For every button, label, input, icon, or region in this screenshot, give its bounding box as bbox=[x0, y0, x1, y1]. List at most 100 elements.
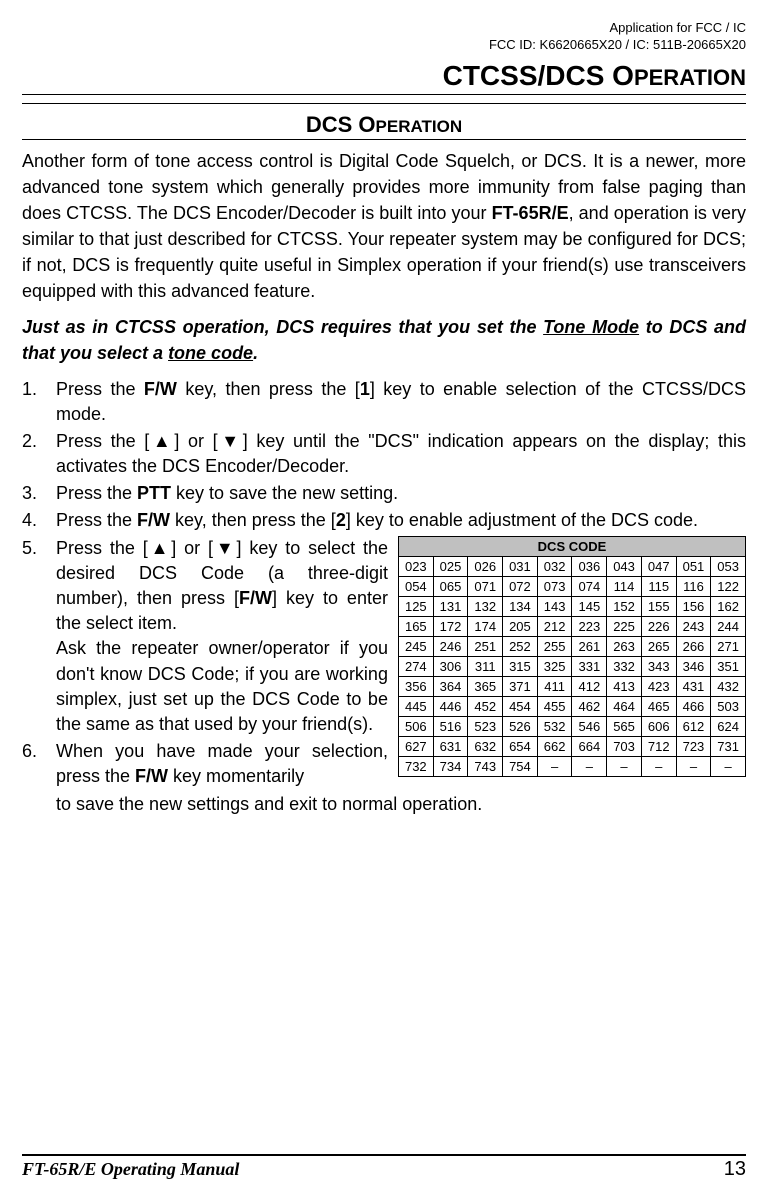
table-cell: 065 bbox=[433, 576, 468, 596]
intro-paragraph: Another form of tone access control is D… bbox=[22, 148, 746, 305]
tone-code-label: tone code bbox=[168, 343, 253, 363]
text: [▼] bbox=[200, 538, 249, 558]
table-cell: 315 bbox=[503, 656, 538, 676]
table-cell: 131 bbox=[433, 596, 468, 616]
table-cell: 343 bbox=[641, 656, 676, 676]
table-row: 245246251252255261263265266271 bbox=[398, 636, 745, 656]
step-number: 5. bbox=[22, 536, 56, 738]
table-cell: 145 bbox=[572, 596, 607, 616]
footer-line: FT-65R/E Operating Manual 13 bbox=[22, 1154, 746, 1181]
table-cell: 174 bbox=[468, 616, 503, 636]
table-cell: 031 bbox=[503, 556, 538, 576]
table-header: DCS CODE bbox=[398, 536, 745, 556]
table-cell: 612 bbox=[676, 716, 711, 736]
table-cell: 306 bbox=[433, 656, 468, 676]
section-title-part2: PERATION bbox=[376, 117, 463, 136]
continuation-text: to save the new settings and exit to nor… bbox=[56, 792, 746, 817]
left-text-block: 5. Press the [▲] or [▼] key to select th… bbox=[22, 536, 388, 792]
main-title: CTCSS/DCS OPERATION bbox=[22, 60, 746, 92]
table-cell: 523 bbox=[468, 716, 503, 736]
table-cell: 532 bbox=[537, 716, 572, 736]
table-cell: 026 bbox=[468, 556, 503, 576]
table-cell: 116 bbox=[676, 576, 711, 596]
step-text: Press the F/W key, then press the [1] ke… bbox=[56, 377, 746, 427]
footer: FT-65R/E Operating Manual 13 bbox=[22, 1154, 746, 1181]
table-cell: 503 bbox=[711, 696, 746, 716]
table-cell: – bbox=[572, 756, 607, 776]
table-cell: 351 bbox=[711, 656, 746, 676]
table-row: 445446452454455462464465466503 bbox=[398, 696, 745, 716]
text: ] key to enable adjustment of the DCS co… bbox=[346, 510, 698, 530]
key-name: PTT bbox=[137, 483, 171, 503]
key-name: F/W bbox=[144, 379, 177, 399]
table-cell: 114 bbox=[607, 576, 642, 596]
table-row: 627631632654662664703712723731 bbox=[398, 736, 745, 756]
text: Press bbox=[56, 538, 110, 558]
text: key to save the new setting. bbox=[171, 483, 398, 503]
table-cell: – bbox=[676, 756, 711, 776]
table-cell: 212 bbox=[537, 616, 572, 636]
table-cell: 365 bbox=[468, 676, 503, 696]
dcs-code-table: DCS CODE 0230250260310320360430470510530… bbox=[398, 536, 746, 777]
table-cell: 246 bbox=[433, 636, 468, 656]
footer-page-number: 13 bbox=[724, 1158, 746, 1181]
table-cell: 156 bbox=[676, 596, 711, 616]
table-cell: 225 bbox=[607, 616, 642, 636]
text: key, then press the [ bbox=[170, 510, 336, 530]
list-item: 4. Press the F/W key, then press the [2]… bbox=[22, 508, 746, 533]
table-cell: 122 bbox=[711, 576, 746, 596]
table-cell: 506 bbox=[398, 716, 433, 736]
table-cell: 244 bbox=[711, 616, 746, 636]
table-row: 732734743754–––––– bbox=[398, 756, 745, 776]
table-cell: 526 bbox=[503, 716, 538, 736]
table-cell: 371 bbox=[503, 676, 538, 696]
step-text: When you have made your selection, press… bbox=[56, 739, 388, 789]
divider bbox=[22, 103, 746, 104]
table-cell: 271 bbox=[711, 636, 746, 656]
table-row: 125131132134143145152155156162 bbox=[398, 596, 745, 616]
step-text: Press the [▲] or [▼] key until the "DCS"… bbox=[56, 429, 746, 479]
header-block: Application for FCC / IC FCC ID: K662066… bbox=[22, 20, 746, 54]
table-cell: 047 bbox=[641, 556, 676, 576]
main-title-part2: PERATION bbox=[634, 65, 746, 90]
header-line-2: FCC ID: K6620665X20 / IC: 511B-20665X20 bbox=[22, 37, 746, 54]
step-text: Press the PTT key to save the new settin… bbox=[56, 481, 746, 506]
table-cell: 032 bbox=[537, 556, 572, 576]
table-cell: 734 bbox=[433, 756, 468, 776]
table-cell: 205 bbox=[503, 616, 538, 636]
table-cell: 143 bbox=[537, 596, 572, 616]
table-cell: 053 bbox=[711, 556, 746, 576]
table-cell: 332 bbox=[607, 656, 642, 676]
table-cell: 516 bbox=[433, 716, 468, 736]
table-cell: 411 bbox=[537, 676, 572, 696]
table-cell: 452 bbox=[468, 696, 503, 716]
table-cell: 071 bbox=[468, 576, 503, 596]
table-cell: 125 bbox=[398, 596, 433, 616]
table-cell: 454 bbox=[503, 696, 538, 716]
list-item: 6. When you have made your selection, pr… bbox=[22, 739, 388, 789]
divider bbox=[22, 94, 746, 95]
text: Ask the repeater owner/operator if you d… bbox=[56, 638, 388, 734]
text: or bbox=[188, 431, 204, 451]
table-cell: – bbox=[537, 756, 572, 776]
key-name: 2 bbox=[336, 510, 346, 530]
list-item: 5. Press the [▲] or [▼] key to select th… bbox=[22, 536, 388, 738]
table-cell: 364 bbox=[433, 676, 468, 696]
table-cell: 432 bbox=[711, 676, 746, 696]
tone-mode-label: Tone Mode bbox=[543, 317, 639, 337]
section-title: DCS OPERATION bbox=[22, 112, 746, 138]
table-cell: 054 bbox=[398, 576, 433, 596]
steps-list: 1. Press the F/W key, then press the [1]… bbox=[22, 377, 746, 534]
table-cell: 413 bbox=[607, 676, 642, 696]
section-title-part1: DCS O bbox=[306, 112, 376, 137]
text: Press the bbox=[56, 483, 137, 503]
table-cell: 162 bbox=[711, 596, 746, 616]
table-cell: 134 bbox=[503, 596, 538, 616]
table-cell: 664 bbox=[572, 736, 607, 756]
table-cell: 152 bbox=[607, 596, 642, 616]
table-cell: 546 bbox=[572, 716, 607, 736]
text: key bbox=[249, 538, 277, 558]
table-row: 165172174205212223225226243244 bbox=[398, 616, 745, 636]
step-text: Press the F/W key, then press the [2] ke… bbox=[56, 508, 746, 533]
table-cell: 464 bbox=[607, 696, 642, 716]
